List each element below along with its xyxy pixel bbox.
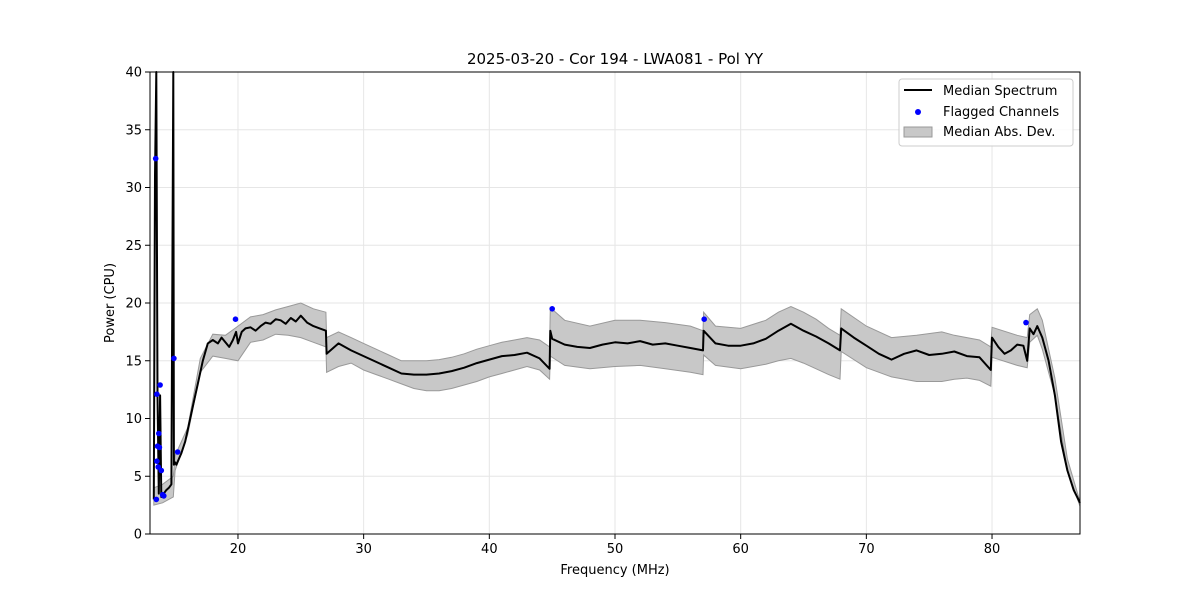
x-tick-label: 60 [732, 542, 749, 557]
median-line-layer [152, 71, 1081, 504]
flagged-channel-point [549, 306, 555, 312]
x-tick-label: 80 [984, 542, 1001, 557]
y-tick-label: 30 [125, 181, 142, 196]
x-axis-label: Frequency (MHz) [560, 563, 669, 578]
y-axis-ticks: 0 5 10 15 20 25 30 35 40 [125, 66, 150, 543]
x-tick-label: 50 [607, 542, 624, 557]
x-tick-label: 30 [355, 542, 372, 557]
x-tick-label: 20 [230, 542, 247, 557]
flagged-channel-point [156, 430, 162, 437]
y-tick-label: 35 [125, 123, 142, 138]
legend: Median Spectrum Flagged Channels Median … [898, 78, 1074, 147]
x-axis-ticks: 20 30 40 50 60 70 80 [230, 534, 1001, 557]
flagged-channel-point [174, 449, 181, 455]
y-tick-label: 10 [125, 412, 142, 427]
flagged-channel-point [701, 316, 707, 323]
chart-title: 2025-03-20 - Cor 194 - LWA081 - Pol YY [467, 50, 764, 68]
flagged-channel-point [161, 493, 167, 499]
y-tick-label: 40 [125, 66, 142, 81]
flagged-channel-point [1023, 319, 1029, 326]
flagged-channel-point [232, 316, 239, 323]
flagged-channel-point [158, 467, 165, 474]
x-tick-label: 40 [481, 542, 498, 557]
flagged-channel-point [157, 382, 163, 388]
flagged-channel-point [153, 496, 160, 503]
legend-label-median-spectrum: Median Spectrum [943, 84, 1057, 99]
y-tick-label: 20 [125, 297, 142, 312]
flagged-channel-point [156, 444, 163, 451]
y-tick-label: 25 [125, 239, 142, 254]
legend-label-median-abs-dev: Median Abs. Dev. [943, 125, 1055, 140]
median-spectrum-line [152, 71, 1081, 504]
y-tick-label: 5 [134, 470, 142, 485]
legend-box [898, 78, 1074, 147]
legend-band-swatch [903, 126, 933, 138]
flagged-points-layer [152, 155, 1029, 503]
y-tick-label: 0 [134, 528, 142, 543]
flagged-channel-point [171, 355, 177, 362]
flagged-channel-point [154, 458, 160, 465]
y-tick-label: 15 [125, 354, 142, 369]
legend-label-flagged-channels: Flagged Channels [943, 105, 1059, 120]
flagged-channel-point [152, 155, 159, 162]
legend-dot-swatch [915, 109, 921, 115]
x-tick-label: 70 [858, 542, 875, 557]
flagged-channel-point [154, 391, 160, 398]
y-axis-label: Power (CPU) [103, 263, 118, 343]
